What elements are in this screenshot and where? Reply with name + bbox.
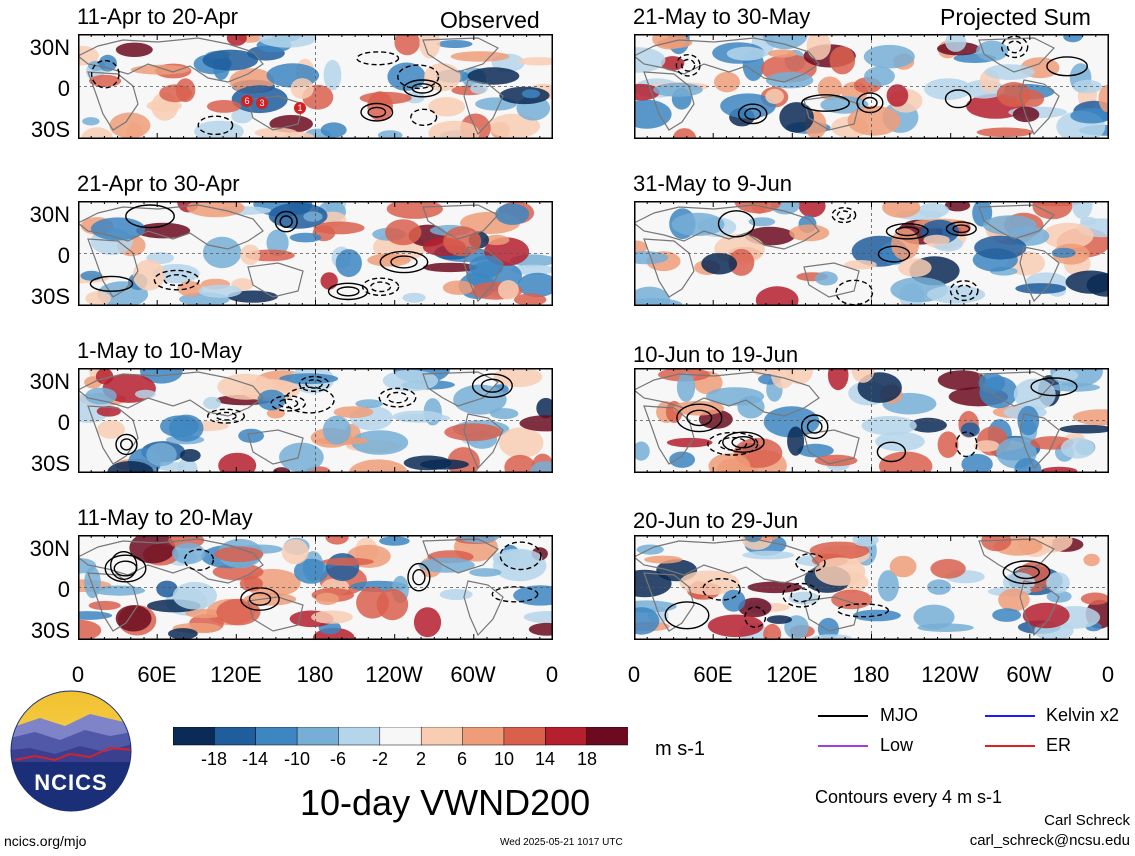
colorbar-swatch bbox=[379, 727, 422, 746]
map-panel-right-3 bbox=[634, 368, 1109, 473]
x-tick: 120W bbox=[365, 662, 423, 687]
colorbar-swatch bbox=[503, 727, 546, 746]
observed-label: Observed bbox=[440, 7, 540, 33]
panel-title: 11-May to 20-May bbox=[77, 505, 253, 530]
map-panel-right-1 bbox=[634, 34, 1109, 139]
colorbar-tick-label: -10 bbox=[283, 749, 311, 769]
colorbar-swatch bbox=[255, 727, 298, 746]
map-panel-left-2 bbox=[78, 201, 553, 306]
map-panel-left-1 bbox=[78, 34, 553, 139]
panel-title: 21-May to 30-May bbox=[633, 4, 811, 29]
footer-link[interactable]: ncics.org/mjo bbox=[4, 833, 87, 849]
author: Carl Schreck bbox=[1044, 812, 1130, 829]
projected-sum-label: Projected Sum bbox=[940, 4, 1091, 30]
colorbar-tick-label: -14 bbox=[241, 749, 269, 769]
main-title: 10-day VWND200 bbox=[300, 782, 591, 823]
y-tick: 30S bbox=[30, 117, 70, 142]
x-tick: 0 bbox=[71, 662, 85, 687]
panel-title: 31-May to 9-Jun bbox=[633, 171, 792, 196]
x-tick: 60E bbox=[137, 662, 177, 687]
storm-marker-icon: 3 bbox=[256, 97, 268, 109]
y-tick: 30N bbox=[29, 202, 70, 227]
x-tick: 120E bbox=[766, 662, 818, 687]
legend-line-kelvin bbox=[985, 715, 1035, 717]
contour-note: Contours every 4 m s-1 bbox=[815, 787, 1003, 807]
x-tick: 120W bbox=[921, 662, 979, 687]
colorbar bbox=[173, 727, 628, 746]
colorbar-units: m s-1 bbox=[655, 738, 705, 760]
x-tick: 120E bbox=[210, 662, 262, 687]
map-panel-right-4 bbox=[634, 535, 1109, 640]
colorbar-tick-label: -18 bbox=[200, 749, 228, 769]
panel-title: 21-Apr to 30-Apr bbox=[77, 171, 240, 196]
panel-title: 10-Jun to 19-Jun bbox=[633, 342, 799, 367]
colorbar-swatch bbox=[338, 727, 381, 746]
colorbar-swatch bbox=[462, 727, 505, 746]
colorbar-swatch bbox=[586, 727, 628, 746]
ncics-logo-icon bbox=[10, 690, 132, 812]
legend-line-mjo bbox=[818, 715, 868, 717]
colorbar-tick-label: -2 bbox=[371, 749, 389, 769]
colorbar-swatch bbox=[545, 727, 588, 746]
panel-title: 11-Apr to 20-Apr bbox=[77, 4, 239, 29]
x-tick: 180 bbox=[852, 662, 890, 687]
storm-marker-icon: 1 bbox=[294, 102, 306, 114]
colorbar-tick-label: 14 bbox=[534, 749, 556, 769]
panel-title: 1-May to 10-May bbox=[77, 338, 243, 363]
legend-label-mjo: MJO bbox=[880, 705, 918, 725]
y-tick: 30S bbox=[30, 451, 70, 476]
legend-line-er bbox=[985, 745, 1035, 747]
storm-marker-icon: 6 bbox=[241, 95, 253, 107]
timestamp: Wed 2025-05-21 1017 UTC bbox=[500, 837, 623, 848]
colorbar-swatch bbox=[173, 727, 215, 746]
x-tick: 0 bbox=[1101, 662, 1115, 687]
map-panel-left-4 bbox=[78, 535, 553, 640]
y-tick: 30S bbox=[30, 284, 70, 309]
legend-label-low: Low bbox=[880, 735, 914, 755]
y-tick: 30N bbox=[29, 536, 70, 561]
legend-label-er: ER bbox=[1046, 735, 1072, 755]
colorbar-tick-label: -6 bbox=[329, 749, 347, 769]
ncics-logo: NCICS bbox=[10, 690, 132, 812]
colorbar-swatch bbox=[296, 727, 339, 746]
colorbar-tick-label: 18 bbox=[576, 749, 598, 769]
x-tick: 0 bbox=[627, 662, 641, 687]
x-tick: 60E bbox=[693, 662, 733, 687]
y-tick: 0 bbox=[57, 76, 70, 101]
x-tick: 60W bbox=[450, 662, 496, 687]
y-tick: 30N bbox=[29, 369, 70, 394]
y-tick: 30S bbox=[30, 618, 70, 643]
map-panel-left-3 bbox=[78, 368, 553, 473]
x-tick: 180 bbox=[296, 662, 334, 687]
y-tick: 0 bbox=[57, 410, 70, 435]
y-tick: 0 bbox=[57, 243, 70, 268]
email[interactable]: carl_schreck@ncsu.edu bbox=[969, 832, 1130, 849]
panel-title: 20-Jun to 29-Jun bbox=[633, 508, 799, 533]
colorbar-swatch bbox=[420, 727, 464, 746]
y-tick: 30N bbox=[29, 35, 70, 60]
x-tick: 0 bbox=[545, 662, 559, 687]
y-tick: 0 bbox=[57, 577, 70, 602]
legend-line-low bbox=[818, 745, 868, 747]
colorbar-tick-label: 2 bbox=[415, 749, 427, 769]
legend-label-kelvin: Kelvin x2 bbox=[1046, 705, 1120, 725]
colorbar-tick-label: 6 bbox=[456, 749, 468, 769]
colorbar-tick-label: 10 bbox=[493, 749, 515, 769]
map-panel-right-2 bbox=[634, 201, 1109, 306]
colorbar-swatch bbox=[214, 727, 257, 746]
logo-text: NCICS bbox=[34, 770, 108, 795]
x-tick: 60W bbox=[1006, 662, 1052, 687]
